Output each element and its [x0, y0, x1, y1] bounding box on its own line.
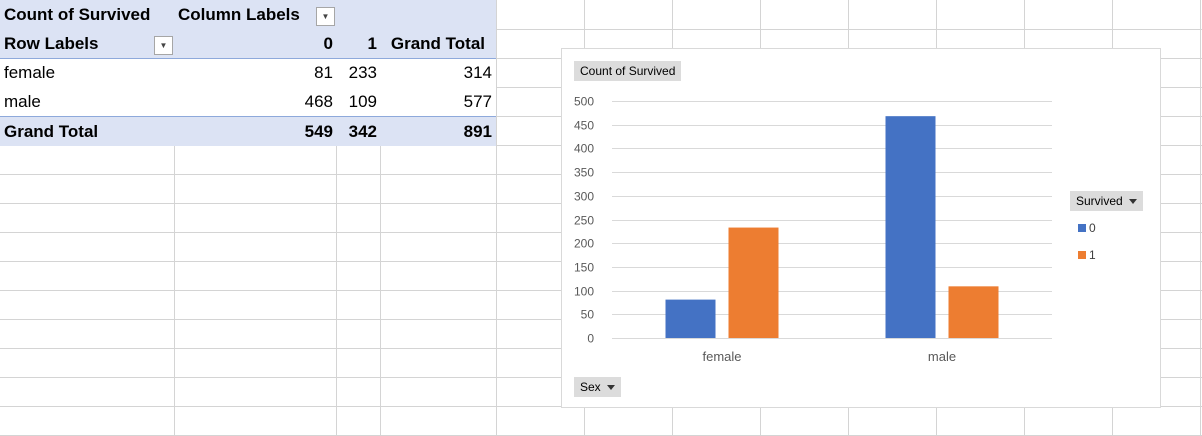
- y-tick-label: 250: [574, 214, 594, 228]
- axis-field-button-label: Sex: [580, 380, 601, 394]
- bar-male-series-0[interactable]: [885, 116, 936, 338]
- bar-female-series-1[interactable]: [728, 227, 779, 338]
- dropdown-arrow-icon: [1128, 199, 1137, 205]
- x-tick-labels: female male: [702, 349, 956, 364]
- col-header-grand-total[interactable]: Grand Total: [390, 34, 485, 53]
- bars: [665, 116, 999, 338]
- grand-total-divider: [0, 116, 496, 117]
- dropdown-arrow-icon: ▼: [321, 12, 330, 21]
- col-header-1[interactable]: 1: [367, 34, 377, 53]
- cell-total[interactable]: 314: [463, 63, 492, 82]
- axis-field-button[interactable]: Sex: [574, 377, 621, 397]
- pivot-header-row: Count of Survived Column Labels ▼: [0, 0, 496, 29]
- row-label[interactable]: female: [4, 63, 56, 82]
- legend-swatch: [1078, 250, 1086, 259]
- x-tick-label: male: [928, 349, 956, 364]
- y-tick-label: 200: [574, 237, 594, 251]
- cell-value[interactable]: 81: [314, 63, 333, 82]
- y-tick-label: 50: [581, 308, 595, 322]
- pivot-chart[interactable]: Count of Survived 0 50 100 150 200 250 300 350 4…: [561, 48, 1161, 408]
- y-tick-label: 400: [574, 142, 594, 156]
- y-tick-label: 450: [574, 119, 594, 133]
- grand-total-row: Grand Total 549 342 891: [0, 117, 496, 146]
- y-tick-label: 150: [574, 261, 594, 275]
- legend-swatch: [1078, 223, 1086, 232]
- cell-value[interactable]: 468: [304, 92, 333, 111]
- col-header-0[interactable]: 0: [323, 34, 333, 53]
- y-tick-label: 500: [574, 95, 594, 109]
- value-field-button[interactable]: Count of Survived: [574, 61, 682, 81]
- legend-entry-1[interactable]: 1: [1078, 248, 1096, 262]
- row-labels-filter-button[interactable]: ▼: [154, 36, 173, 55]
- table-row: female 81 233 314: [0, 59, 496, 87]
- y-tick-label: 0: [587, 332, 594, 346]
- header-divider: [0, 58, 496, 59]
- grand-total-label[interactable]: Grand Total: [4, 122, 99, 141]
- grand-total-0[interactable]: 549: [304, 122, 333, 141]
- cell-value[interactable]: 233: [348, 63, 377, 82]
- row-label[interactable]: male: [4, 92, 41, 111]
- bar-female-series-0[interactable]: [665, 299, 716, 338]
- legend-field-button[interactable]: Survived: [1070, 191, 1143, 211]
- cell-value[interactable]: 109: [348, 92, 377, 111]
- legend-entry-0[interactable]: 0: [1078, 221, 1096, 235]
- plot-area: 0 50 100 150 200 250 300 350 400 450 500 female mal…: [574, 95, 1052, 364]
- table-row: male 468 109 577: [0, 87, 496, 116]
- y-tick-label: 100: [574, 285, 594, 299]
- y-tick-label: 300: [574, 190, 594, 204]
- legend-field-button-label: Survived: [1076, 194, 1123, 208]
- x-tick-label: female: [702, 349, 741, 364]
- legend-label: 0: [1089, 221, 1096, 235]
- grand-total-overall[interactable]: 891: [463, 122, 492, 141]
- row-labels-header[interactable]: Row Labels: [4, 34, 99, 53]
- y-tick-label: 350: [574, 166, 594, 180]
- dropdown-arrow-icon: ▼: [159, 41, 168, 50]
- bar-male-series-1[interactable]: [948, 286, 999, 338]
- column-labels-header[interactable]: Column Labels: [178, 5, 300, 24]
- legend-label: 1: [1089, 248, 1096, 262]
- dropdown-arrow-icon: [606, 385, 615, 391]
- cell-total[interactable]: 577: [463, 92, 492, 111]
- column-labels-filter-button[interactable]: ▼: [316, 7, 335, 26]
- pivot-subheader-row: Row Labels ▼ 0 1 Grand Total: [0, 29, 496, 58]
- value-field-button-label: Count of Survived: [580, 64, 676, 78]
- y-tick-labels: 0 50 100 150 200 250 300 350 400 450 500: [574, 95, 594, 346]
- grand-total-1[interactable]: 342: [348, 122, 377, 141]
- value-field-label[interactable]: Count of Survived: [4, 5, 151, 24]
